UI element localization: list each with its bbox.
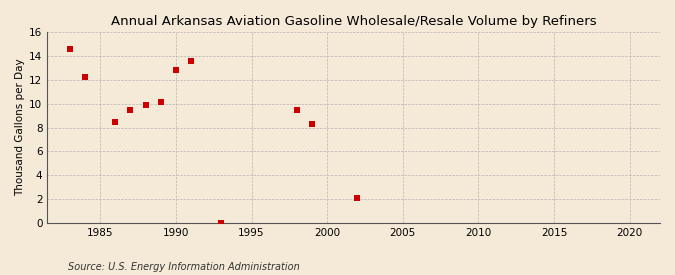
Point: [171, 68, 182, 72]
Point: [292, 108, 302, 112]
Point: [306, 122, 317, 126]
Point: [65, 46, 76, 51]
Y-axis label: Thousand Gallons per Day: Thousand Gallons per Day: [15, 59, 25, 196]
Point: [140, 103, 151, 107]
Point: [110, 119, 121, 124]
Point: [155, 100, 166, 105]
Point: [80, 75, 90, 79]
Point: [125, 108, 136, 112]
Point: [186, 58, 196, 63]
Text: Source: U.S. Energy Information Administration: Source: U.S. Energy Information Administ…: [68, 262, 299, 272]
Point: [352, 196, 363, 200]
Point: [216, 220, 227, 225]
Title: Annual Arkansas Aviation Gasoline Wholesale/Resale Volume by Refiners: Annual Arkansas Aviation Gasoline Wholes…: [111, 15, 597, 28]
